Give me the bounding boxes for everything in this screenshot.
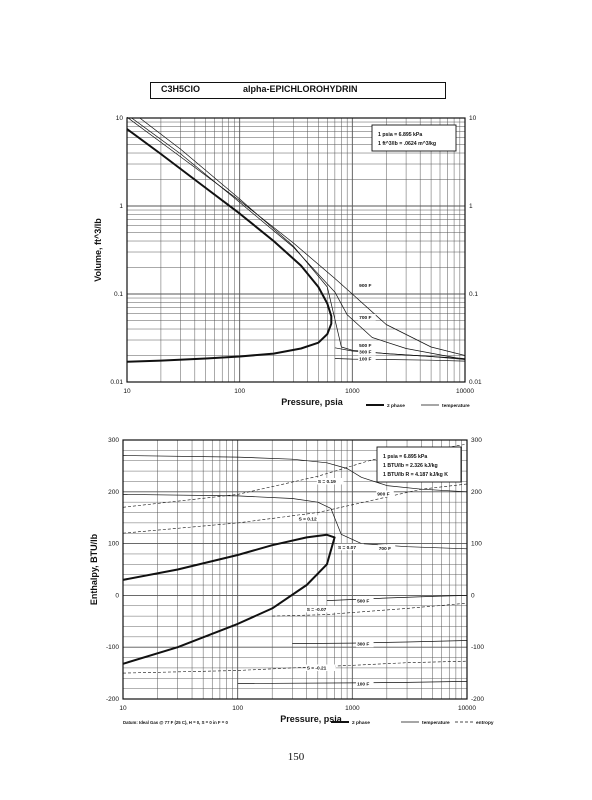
- units-info-text: 1 ft^3/lb = .0624 m^3/kg: [378, 141, 436, 147]
- grid-lines: [126, 118, 465, 383]
- y-tick-label-left: 100: [108, 541, 119, 548]
- curve-label: S = 0.12: [299, 516, 317, 522]
- y-tick-label-right: 300: [471, 437, 482, 444]
- plot-frame: [126, 117, 466, 383]
- legend-label: temperature: [442, 403, 470, 409]
- volume-chart: 10 100 1000 10000 10 10 1 1 0.1 0.1 0.01 0.01 Pressu…: [93, 115, 482, 409]
- y-tick-label-left: 10: [116, 115, 124, 122]
- y-tick-label-left: 300: [108, 437, 119, 444]
- curve-label-backdrop: [358, 282, 376, 289]
- page-number: 150: [287, 751, 305, 763]
- temperature-curve: [131, 117, 466, 360]
- curve-label-backdrop: [358, 355, 376, 363]
- curve-label-backdrop: [305, 605, 336, 613]
- curve-label-backdrop: [337, 543, 364, 551]
- units-info-box: [371, 124, 457, 152]
- y-tick-label-right: 0: [471, 592, 475, 599]
- x-tick-label: 1000: [345, 705, 360, 712]
- formula-label: C3H5ClO: [161, 84, 201, 94]
- curve-label: 300 F: [357, 642, 369, 648]
- y-tick-label-left: 200: [108, 489, 119, 496]
- entropy-curve: [122, 660, 468, 674]
- temperature-curve: [126, 116, 466, 356]
- y-tick-label-right: -200: [471, 696, 484, 703]
- two-phase-curve: [126, 128, 333, 363]
- temperature-curve: [292, 640, 468, 644]
- units-info-text: 1 psia = 6.895 kPa: [383, 454, 427, 460]
- units-info-text: 1 BTU/lb R = 4.187 kJ/kg K: [383, 472, 448, 478]
- y-tick-label-right: 100: [471, 541, 482, 548]
- y-tick-label-left: 1: [119, 203, 123, 210]
- temperature-curve: [326, 595, 468, 601]
- temperature-curve: [122, 455, 468, 493]
- x-tick-label: 1000: [345, 388, 360, 395]
- y-tick-label-right: 200: [471, 489, 482, 496]
- x-tick-label: 10000: [456, 388, 474, 395]
- x-tick-label: 10000: [458, 705, 476, 712]
- units-info-text: 1 psia = 6.895 kPa: [378, 132, 422, 138]
- y-axis-title: Volume, ft^3/lb: [93, 218, 103, 282]
- curve-label-backdrop: [356, 640, 374, 648]
- x-tick-label: 10: [119, 705, 127, 712]
- legend-label: 2 phase: [352, 720, 370, 726]
- curve-label-backdrop: [358, 348, 376, 356]
- y-tick-label-left: -100: [106, 644, 119, 651]
- curve-label-backdrop: [305, 664, 336, 671]
- curve-label-backdrop: [356, 597, 374, 605]
- y-tick-label-left: -200: [106, 696, 119, 703]
- chart-title-box: C3H5ClO alpha-EPICHLOROHYDRIN: [150, 82, 446, 99]
- units-info-box: [376, 446, 462, 483]
- y-tick-label-right: -100: [471, 644, 484, 651]
- curve-label: 100 F: [357, 682, 369, 688]
- curve-label-backdrop: [358, 341, 376, 349]
- curve-label-backdrop: [316, 477, 344, 485]
- plot-frame: [122, 439, 468, 700]
- legend-label: entropy: [476, 720, 494, 726]
- x-axis-title: Pressure, psia: [280, 714, 343, 724]
- units-info-text: 1 BTU/lb = 2.326 kJ/kg: [383, 463, 438, 469]
- x-tick-label: 100: [234, 388, 245, 395]
- entropy-curve: [272, 602, 468, 617]
- y-tick-label-left: 0.01: [110, 379, 123, 386]
- temperature-curve: [237, 681, 468, 684]
- compound-name: alpha-EPICHLOROHYDRIN: [243, 84, 358, 94]
- curve-label: 500 F: [357, 599, 369, 605]
- x-tick-label: 100: [232, 705, 243, 712]
- curve-label-backdrop: [377, 544, 396, 552]
- y-tick-label-left: 0.1: [114, 291, 123, 298]
- curve-label: 900 F: [359, 283, 371, 289]
- curve-label: 900 F: [377, 491, 389, 497]
- legend-label: 2 phase: [387, 403, 405, 409]
- y-tick-label-right: 1: [469, 203, 473, 210]
- x-axis-title: Pressure, psia: [281, 397, 344, 407]
- two-phase-curve: [122, 533, 336, 665]
- entropy-curve: [122, 483, 468, 534]
- y-tick-label-left: 0: [115, 592, 119, 599]
- curve-label-backdrop: [358, 313, 376, 321]
- curve-label: 700 F: [379, 546, 391, 552]
- curve-label: 100 F: [359, 357, 371, 363]
- curve-label: S = 0.19: [318, 479, 336, 485]
- temperature-curve: [139, 117, 466, 360]
- curve-label: 300 F: [359, 350, 371, 356]
- curve-label: S = 0.07: [338, 545, 356, 551]
- temperature-curve: [334, 358, 466, 362]
- curve-label: 500 F: [359, 343, 371, 349]
- curve-label: S = -0.21: [307, 665, 327, 671]
- y-tick-label-right: 10: [469, 115, 477, 122]
- curve-label-backdrop: [356, 680, 374, 688]
- y-tick-label-right: 0.01: [469, 379, 482, 386]
- curve-label-backdrop: [297, 515, 325, 522]
- curve-label-backdrop: [376, 490, 394, 497]
- curve-label: S = -0.07: [307, 607, 327, 613]
- legend-label: temperature: [422, 720, 450, 726]
- curve-label: 700 F: [359, 315, 371, 321]
- y-axis-title: Enthalpy, BTU/lb: [89, 533, 99, 605]
- x-tick-label: 10: [123, 388, 131, 395]
- temperature-curve: [334, 347, 466, 359]
- datum-footnote: Datum: Ideal Gas @ 77 F (25 C), H = 0, S…: [123, 720, 228, 725]
- y-tick-label-right: 0.1: [469, 291, 478, 298]
